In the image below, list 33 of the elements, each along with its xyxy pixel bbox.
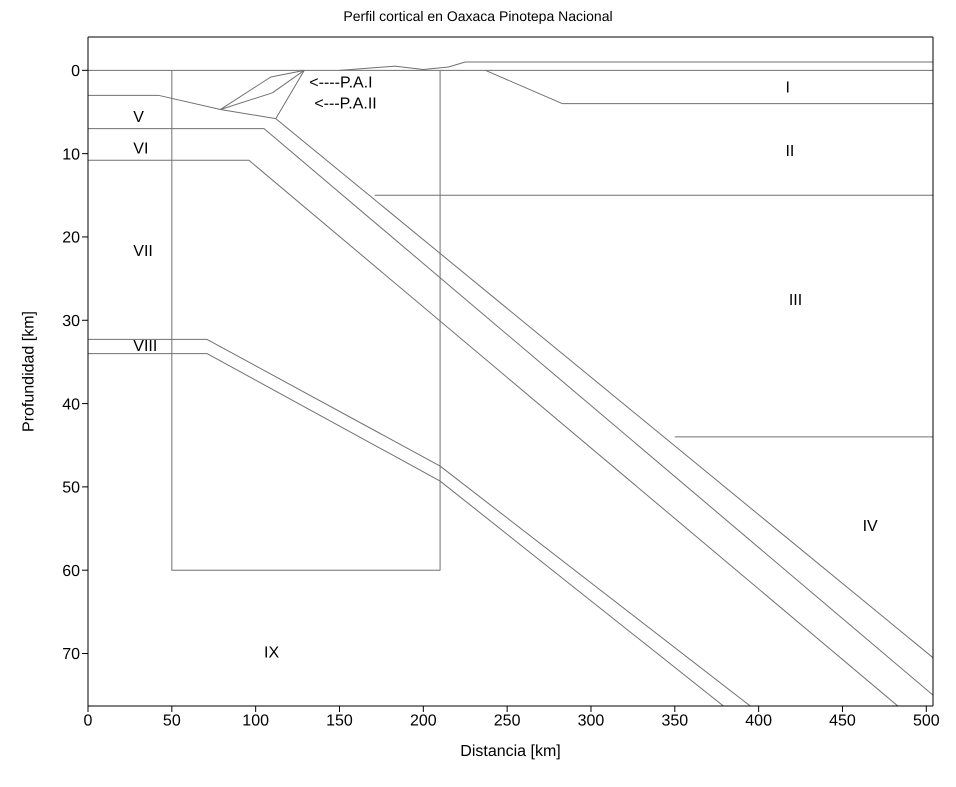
x-tick-label: 0 [84, 712, 93, 730]
annotation: V [133, 108, 144, 126]
x-tick-label: 400 [745, 712, 772, 730]
y-tick-label: 20 [62, 230, 80, 247]
annotation: VII [133, 242, 153, 260]
annotation: I [785, 80, 790, 97]
x-tick-label: 250 [494, 712, 521, 730]
chart-title: Perfil cortical en Oaxaca Pinotepa Nacional [342, 8, 614, 26]
annotation: <---P.A.II [314, 95, 377, 112]
annotation: VI [133, 140, 148, 158]
annotation: IV [862, 518, 878, 535]
y-tick-label: 10 [62, 146, 80, 164]
y-axis-title: Profundidad [km] [20, 311, 38, 432]
x-tick-label: 200 [410, 712, 437, 730]
x-tick-label: 450 [829, 712, 856, 730]
annotation: IX [264, 644, 280, 662]
annotation: <----P.A.I [309, 74, 373, 92]
x-tick-label: 300 [578, 712, 604, 730]
x-axis-title: Distancia [km] [460, 743, 561, 760]
y-tick-label: 70 [62, 646, 80, 664]
x-tick-label: 500 [912, 712, 940, 730]
annotation: III [788, 292, 802, 310]
annotation: VIII [133, 338, 158, 355]
x-tick-label: 100 [242, 712, 270, 730]
y-tick-label: 60 [62, 562, 80, 580]
annotation: II [785, 142, 794, 160]
y-tick-label: 0 [71, 63, 80, 80]
y-tick-label: 50 [62, 480, 80, 497]
y-tick-label: 40 [62, 396, 80, 414]
y-tick-label: 30 [62, 312, 80, 330]
x-tick-label: 350 [661, 712, 688, 730]
x-tick-label: 150 [326, 712, 353, 730]
x-tick-label: 50 [162, 712, 181, 730]
